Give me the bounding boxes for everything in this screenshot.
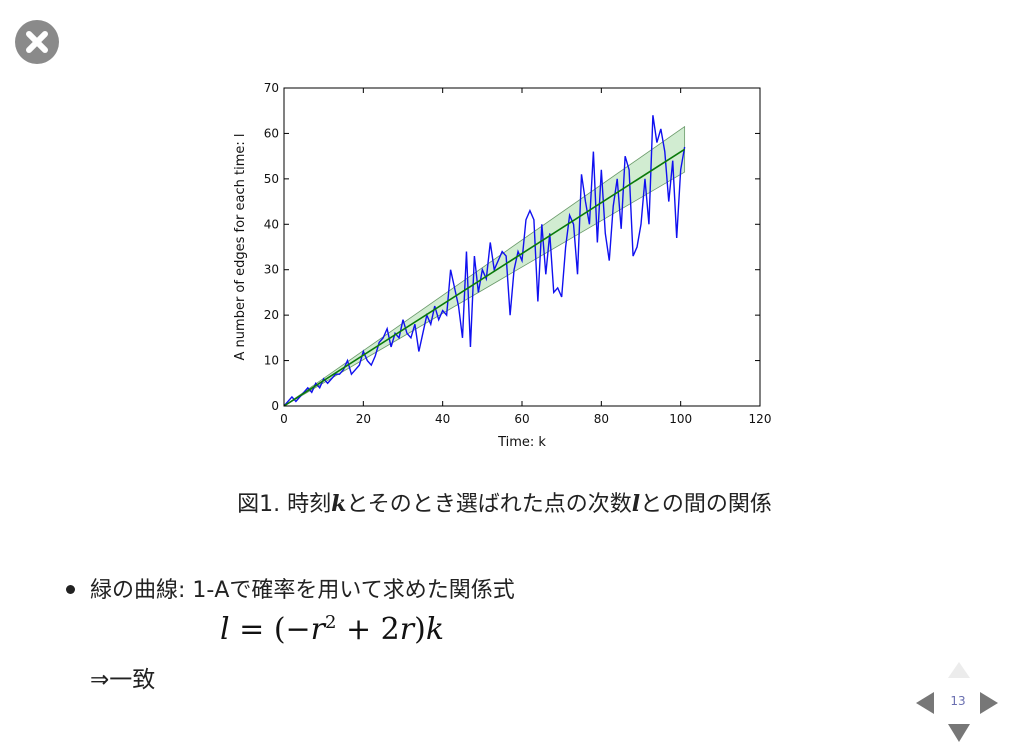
caption-prefix: 図1. 時刻 <box>237 492 332 517</box>
y-tick-label: 30 <box>264 263 279 277</box>
y-tick-label: 70 <box>264 81 279 95</box>
y-tick-label: 20 <box>264 308 279 322</box>
caption-middle: とそのとき選ばれた点の次数 <box>346 492 632 517</box>
caption-suffix: との間の関係 <box>640 492 772 517</box>
result-text: ⇒一致 <box>90 667 156 693</box>
y-tick-label: 40 <box>264 217 279 231</box>
bullet-dot <box>66 585 75 594</box>
x-tick-label: 120 <box>749 412 772 426</box>
y-tick-label: 60 <box>264 126 279 140</box>
x-tick-label: 80 <box>594 412 609 426</box>
close-icon <box>26 31 48 53</box>
y-tick-label: 10 <box>264 354 279 368</box>
caption-var-l: l <box>631 491 641 517</box>
x-tick-label: 20 <box>356 412 371 426</box>
bullet-list: 緑の曲線: 1-Aで確率を用いて求めた関係式 <box>60 572 760 604</box>
formula-l: l <box>220 612 230 647</box>
series-line-theory <box>283 148 686 407</box>
formula: l = (−r2 + 2r)k <box>220 612 444 647</box>
formula-eq: = (− <box>229 612 311 647</box>
close-button[interactable] <box>15 20 59 64</box>
bullet-text: 緑の曲線: 1-Aで確率を用いて求めた関係式 <box>90 578 515 603</box>
x-tick-label: 40 <box>435 412 450 426</box>
x-tick-label: 60 <box>514 412 529 426</box>
nav-right-icon[interactable] <box>978 690 1000 716</box>
slide-number: 13 <box>950 694 966 708</box>
nav-down-icon[interactable] <box>946 722 972 744</box>
figure-caption: 図1. 時刻kとそのとき選ばれた点の次数lとの間の関係 <box>0 486 1009 518</box>
x-tick-label: 0 <box>280 412 288 426</box>
formula-r: r <box>310 612 326 647</box>
formula-k: k <box>425 612 445 647</box>
y-axis-label: A number of edges for each time: l <box>233 134 248 361</box>
chart-figure: 0 20 40 60 80 100 120 0 10 20 30 40 50 60 70 Time: k A… <box>222 70 782 462</box>
nav-up-icon[interactable] <box>946 660 972 680</box>
y-tick-label: 50 <box>264 172 279 186</box>
formula-exponent: 2 <box>325 612 337 633</box>
y-tick-label: 0 <box>271 399 279 413</box>
slide-navigation: 13 <box>912 658 1004 746</box>
list-item: 緑の曲線: 1-Aで確率を用いて求めた関係式 <box>60 572 760 604</box>
nav-left-icon[interactable] <box>914 690 936 716</box>
series-line-observed <box>283 115 686 407</box>
formula-plus: + 2 <box>336 612 400 647</box>
x-tick-label: 100 <box>669 412 692 426</box>
formula-close: ) <box>414 612 426 647</box>
formula-r2: r <box>399 612 415 647</box>
x-axis-label: Time: k <box>497 435 546 450</box>
caption-var-k: k <box>331 491 347 517</box>
chart-svg: 0 20 40 60 80 100 120 0 10 20 30 40 50 60 70 Time: k A… <box>233 81 772 450</box>
